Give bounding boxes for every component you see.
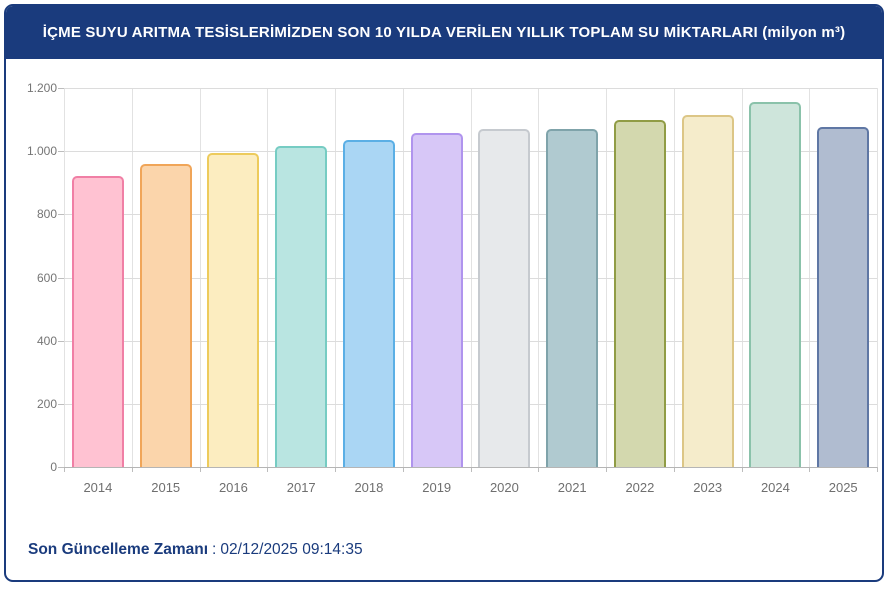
x-axis-tick: [64, 467, 65, 472]
bar-2017[interactable]: [275, 146, 328, 467]
last-update: Son Güncelleme Zamanı:02/12/2025 09:14:3…: [28, 541, 363, 559]
vertical-gridline: [877, 88, 878, 467]
y-axis-label: 800: [36, 207, 57, 222]
x-axis-label-2022: 2022: [625, 480, 655, 495]
x-axis-label-2023: 2023: [693, 480, 723, 495]
report-card: İÇME SUYU ARITMA TESİSLERİMİZDEN SON 10 …: [4, 4, 884, 582]
y-axis-tick: [58, 214, 64, 216]
horizontal-gridline: [64, 277, 877, 279]
x-axis-tick: [606, 467, 607, 472]
x-axis-label-2018: 2018: [354, 480, 384, 495]
bar-chart: 0 200 400 600 800 1.000 1.200 2014 2015 2016 2017 2…: [6, 6, 882, 580]
x-axis-label-2025: 2025: [828, 480, 858, 495]
bar-2023[interactable]: [681, 115, 734, 467]
horizontal-gridline: [64, 151, 877, 153]
chart-title: İÇME SUYU ARITMA TESİSLERİMİZDEN SON 10 …: [42, 24, 846, 41]
y-axis-label: 200: [36, 396, 57, 411]
bar-2016[interactable]: [207, 152, 260, 467]
bar-2014[interactable]: [71, 176, 124, 467]
x-axis-label-2024: 2024: [760, 480, 790, 495]
x-axis-tick: [199, 467, 201, 472]
x-axis-label-2014: 2014: [83, 480, 113, 495]
last-update-separator: :: [212, 541, 217, 558]
bar-2019[interactable]: [410, 133, 463, 467]
y-axis-label: 1.000: [26, 144, 57, 159]
x-axis-label-2016: 2016: [218, 480, 248, 495]
x-axis-tick: [402, 467, 404, 472]
bar-2018[interactable]: [342, 139, 395, 467]
x-axis-tick: [335, 467, 336, 472]
x-axis-tick: [267, 467, 269, 472]
horizontal-gridline: [64, 88, 877, 89]
x-axis-tick: [470, 467, 472, 472]
bar-2015[interactable]: [139, 163, 192, 467]
bar-2022[interactable]: [613, 119, 666, 467]
x-axis-tick: [741, 467, 743, 472]
bar-2020[interactable]: [478, 129, 531, 467]
y-axis-tick: [58, 277, 64, 279]
x-axis-label-2017: 2017: [286, 480, 316, 495]
y-axis-label: 600: [36, 270, 57, 285]
x-axis-tick: [131, 467, 133, 472]
y-axis-tick: [58, 151, 64, 153]
last-update-value: 02/12/2025 09:14:35: [220, 541, 363, 558]
x-axis-tick: [809, 467, 811, 472]
x-axis-tick: [877, 467, 878, 472]
x-axis-label-2020: 2020: [489, 480, 519, 495]
x-axis-tick: [538, 467, 540, 472]
y-axis-label: 400: [36, 333, 57, 348]
chart-title-bar: İÇME SUYU ARITMA TESİSLERİMİZDEN SON 10 …: [6, 6, 882, 59]
bar-2025[interactable]: [817, 126, 870, 467]
y-axis-label: 1.200: [26, 81, 57, 95]
x-axis-label-2021: 2021: [557, 480, 587, 495]
x-axis-line: [64, 467, 877, 468]
y-axis-tick: [58, 403, 64, 405]
x-axis-tick: [673, 467, 675, 472]
y-axis-label: 0: [50, 460, 57, 474]
bar-2021[interactable]: [546, 128, 599, 467]
bar-2024[interactable]: [749, 101, 802, 467]
horizontal-gridline: [64, 403, 877, 405]
last-update-label: Son Güncelleme Zamanı: [28, 541, 209, 558]
y-axis-tick: [58, 467, 64, 468]
y-axis-tick: [58, 88, 64, 89]
y-axis-tick: [58, 340, 64, 342]
horizontal-gridline: [64, 340, 877, 342]
horizontal-gridline: [64, 214, 877, 216]
x-axis-label-2015: 2015: [151, 480, 181, 495]
x-axis-label-2019: 2019: [422, 480, 452, 495]
